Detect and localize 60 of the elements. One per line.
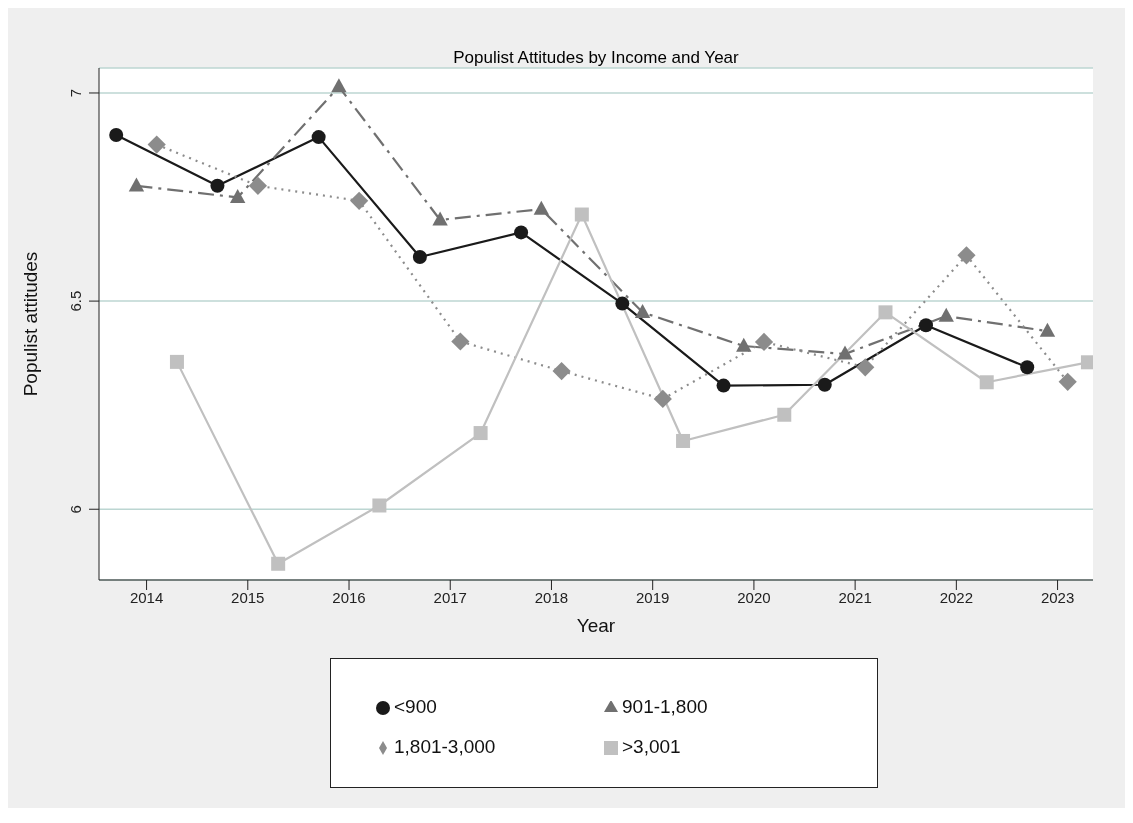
point xyxy=(634,303,651,318)
point xyxy=(109,128,124,143)
x-tick-label: 2022 xyxy=(939,588,974,606)
point xyxy=(350,191,369,210)
point xyxy=(147,135,166,154)
point xyxy=(514,225,529,240)
point xyxy=(918,318,933,333)
point xyxy=(552,361,571,381)
point xyxy=(1058,372,1077,391)
point xyxy=(451,332,470,351)
x-tick-label: 2023 xyxy=(1040,588,1075,606)
x-tick-label: 2019 xyxy=(636,588,670,606)
point xyxy=(210,178,225,193)
legend-label: >3,001 xyxy=(622,735,682,759)
chart-title: Populist Attitudes by Income and Year xyxy=(452,48,740,68)
legend-label: <900 xyxy=(394,695,438,719)
x-tick-label: 2014 xyxy=(129,588,164,606)
legend-label: 901-1,800 xyxy=(622,695,709,719)
point xyxy=(432,211,448,226)
x-tick-label: 2017 xyxy=(433,588,467,606)
point xyxy=(878,305,893,320)
point xyxy=(271,556,286,571)
point xyxy=(938,307,954,322)
point xyxy=(817,377,832,392)
point xyxy=(229,189,246,204)
point xyxy=(311,130,326,145)
point xyxy=(1020,360,1035,375)
y-tick-label: 6.5 xyxy=(67,290,84,312)
point xyxy=(533,200,550,215)
point xyxy=(1080,355,1093,370)
x-tick-label: 2020 xyxy=(737,588,771,606)
x-tick-label: 2021 xyxy=(838,588,872,606)
point xyxy=(979,375,994,390)
y-tick-label: 7 xyxy=(67,88,84,98)
point xyxy=(736,337,752,352)
point xyxy=(372,498,387,513)
point xyxy=(777,407,792,422)
point xyxy=(754,332,774,351)
point xyxy=(473,426,488,441)
point xyxy=(837,345,853,360)
x-tick-label: 2015 xyxy=(231,588,265,606)
point xyxy=(248,176,268,195)
x-tick-label: 2018 xyxy=(534,588,569,606)
y-axis-title: Populist attitudes xyxy=(19,251,41,397)
point xyxy=(676,433,691,448)
point xyxy=(957,246,976,265)
point xyxy=(716,378,731,393)
x-tick-label: 2016 xyxy=(332,588,366,606)
point xyxy=(574,207,589,222)
point xyxy=(1039,322,1056,337)
point xyxy=(412,249,427,264)
point xyxy=(615,296,630,311)
y-tick-label: 6 xyxy=(67,505,84,514)
point xyxy=(169,354,184,369)
legend-label: 1,801-3,000 xyxy=(394,735,497,759)
point xyxy=(331,78,347,93)
x-axis-title: Year xyxy=(576,615,616,636)
point xyxy=(856,358,875,377)
point xyxy=(128,177,145,192)
point xyxy=(653,389,672,409)
